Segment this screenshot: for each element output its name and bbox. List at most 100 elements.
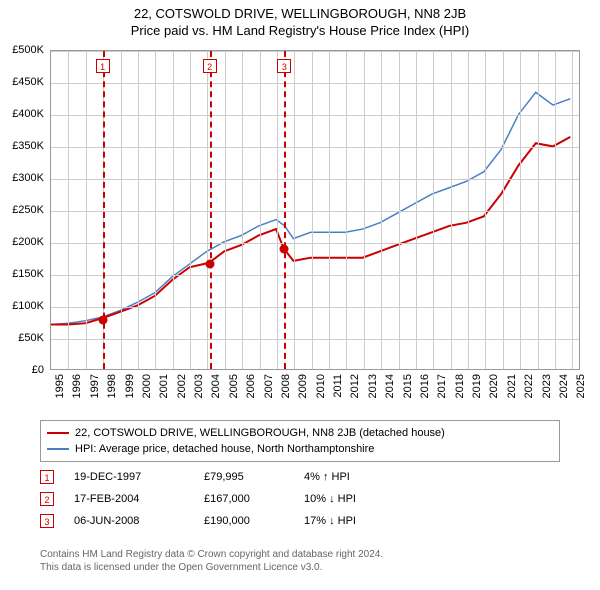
gridline-v: [260, 51, 261, 369]
sales-row: 306-JUN-2008£190,00017% ↓ HPI: [40, 510, 560, 532]
x-tick-label: 2012: [349, 374, 361, 398]
x-axis-labels: 1995199619971998199920002001200220032004…: [50, 372, 580, 416]
gridline-v: [225, 51, 226, 369]
x-tick-label: 2024: [558, 374, 570, 398]
sales-delta: 4% ↑ HPI: [304, 471, 464, 483]
x-tick-label: 2006: [245, 374, 257, 398]
sale-marker-box: 1: [96, 59, 110, 73]
gridline-v: [416, 51, 417, 369]
y-tick-label: £500K: [12, 44, 44, 56]
gridline-v: [399, 51, 400, 369]
gridline-v: [173, 51, 174, 369]
sales-row: 217-FEB-2004£167,00010% ↓ HPI: [40, 488, 560, 510]
gridline-v: [468, 51, 469, 369]
sale-marker-dot: [98, 315, 107, 324]
x-tick-label: 2022: [523, 374, 535, 398]
gridline-h: [51, 83, 579, 84]
gridline-v: [520, 51, 521, 369]
chart-subtitle: Price paid vs. HM Land Registry's House …: [0, 23, 600, 38]
gridline-v: [207, 51, 208, 369]
sales-delta: 17% ↓ HPI: [304, 515, 464, 527]
y-tick-label: £450K: [12, 76, 44, 88]
sales-date: 19-DEC-1997: [74, 471, 184, 483]
gridline-h: [51, 307, 579, 308]
sales-index-box: 3: [40, 514, 54, 528]
x-tick-label: 2007: [263, 374, 275, 398]
gridline-h: [51, 243, 579, 244]
gridline-h: [51, 275, 579, 276]
gridline-v: [190, 51, 191, 369]
sale-marker-dot: [280, 245, 289, 254]
y-tick-label: £200K: [12, 236, 44, 248]
x-tick-label: 2025: [575, 374, 587, 398]
gridline-v: [277, 51, 278, 369]
x-tick-label: 1997: [89, 374, 101, 398]
gridline-v: [138, 51, 139, 369]
gridline-h: [51, 339, 579, 340]
gridline-v: [433, 51, 434, 369]
gridline-v: [294, 51, 295, 369]
sales-table: 119-DEC-1997£79,9954% ↑ HPI217-FEB-2004£…: [40, 466, 560, 532]
x-tick-label: 2011: [332, 374, 344, 398]
x-tick-label: 2023: [541, 374, 553, 398]
gridline-v: [242, 51, 243, 369]
sales-price: £79,995: [204, 471, 284, 483]
x-tick-label: 2003: [193, 374, 205, 398]
x-tick-label: 2020: [488, 374, 500, 398]
x-tick-label: 2009: [297, 374, 309, 398]
gridline-v: [86, 51, 87, 369]
x-tick-label: 2001: [158, 374, 170, 398]
title-area: 22, COTSWOLD DRIVE, WELLINGBOROUGH, NN8 …: [0, 0, 600, 38]
x-tick-label: 2010: [315, 374, 327, 398]
x-tick-label: 2021: [506, 374, 518, 398]
x-tick-label: 2013: [367, 374, 379, 398]
sales-price: £167,000: [204, 493, 284, 505]
x-tick-label: 2018: [454, 374, 466, 398]
legend: 22, COTSWOLD DRIVE, WELLINGBOROUGH, NN8 …: [40, 420, 560, 462]
gridline-v: [485, 51, 486, 369]
gridline-v: [329, 51, 330, 369]
gridline-h: [51, 51, 579, 52]
y-tick-label: £400K: [12, 108, 44, 120]
y-tick-label: £50K: [18, 332, 44, 344]
y-tick-label: £300K: [12, 172, 44, 184]
gridline-v: [451, 51, 452, 369]
chart-title: 22, COTSWOLD DRIVE, WELLINGBOROUGH, NN8 …: [0, 6, 600, 21]
x-tick-label: 2008: [280, 374, 292, 398]
sale-marker-dot: [205, 260, 214, 269]
x-tick-label: 2016: [419, 374, 431, 398]
sale-marker-box: 3: [277, 59, 291, 73]
legend-swatch-property: [47, 432, 69, 434]
sale-marker-box: 2: [203, 59, 217, 73]
legend-swatch-hpi: [47, 448, 69, 450]
x-tick-label: 2005: [228, 374, 240, 398]
x-tick-label: 1998: [106, 374, 118, 398]
x-tick-label: 2000: [141, 374, 153, 398]
x-tick-label: 2019: [471, 374, 483, 398]
gridline-v: [555, 51, 556, 369]
chart-container: 22, COTSWOLD DRIVE, WELLINGBOROUGH, NN8 …: [0, 0, 600, 590]
sales-index-box: 1: [40, 470, 54, 484]
gridline-v: [381, 51, 382, 369]
sale-marker-line: [284, 51, 286, 369]
sales-price: £190,000: [204, 515, 284, 527]
gridline-v: [312, 51, 313, 369]
legend-label-hpi: HPI: Average price, detached house, Nort…: [75, 441, 374, 457]
gridline-v: [346, 51, 347, 369]
x-tick-label: 1996: [71, 374, 83, 398]
y-tick-label: £150K: [12, 268, 44, 280]
y-tick-label: £0: [32, 364, 44, 376]
chart-svg: [51, 51, 579, 369]
sales-row: 1 19-DEC-1997 £79,995 4% ↑ HPI: [40, 466, 560, 488]
chart-plot-area: 1 2 3: [50, 50, 580, 370]
y-axis-labels: £0£50K£100K£150K£200K£250K£300K£350K£400…: [0, 50, 48, 370]
footer-line-1: Contains HM Land Registry data © Crown c…: [40, 548, 560, 561]
gridline-v: [572, 51, 573, 369]
legend-row-hpi: HPI: Average price, detached house, Nort…: [47, 441, 553, 457]
sales-delta: 10% ↓ HPI: [304, 493, 464, 505]
x-tick-label: 1999: [124, 374, 136, 398]
sale-marker-line: [210, 51, 212, 369]
footer-attribution: Contains HM Land Registry data © Crown c…: [40, 548, 560, 574]
gridline-v: [121, 51, 122, 369]
x-tick-label: 1995: [54, 374, 66, 398]
